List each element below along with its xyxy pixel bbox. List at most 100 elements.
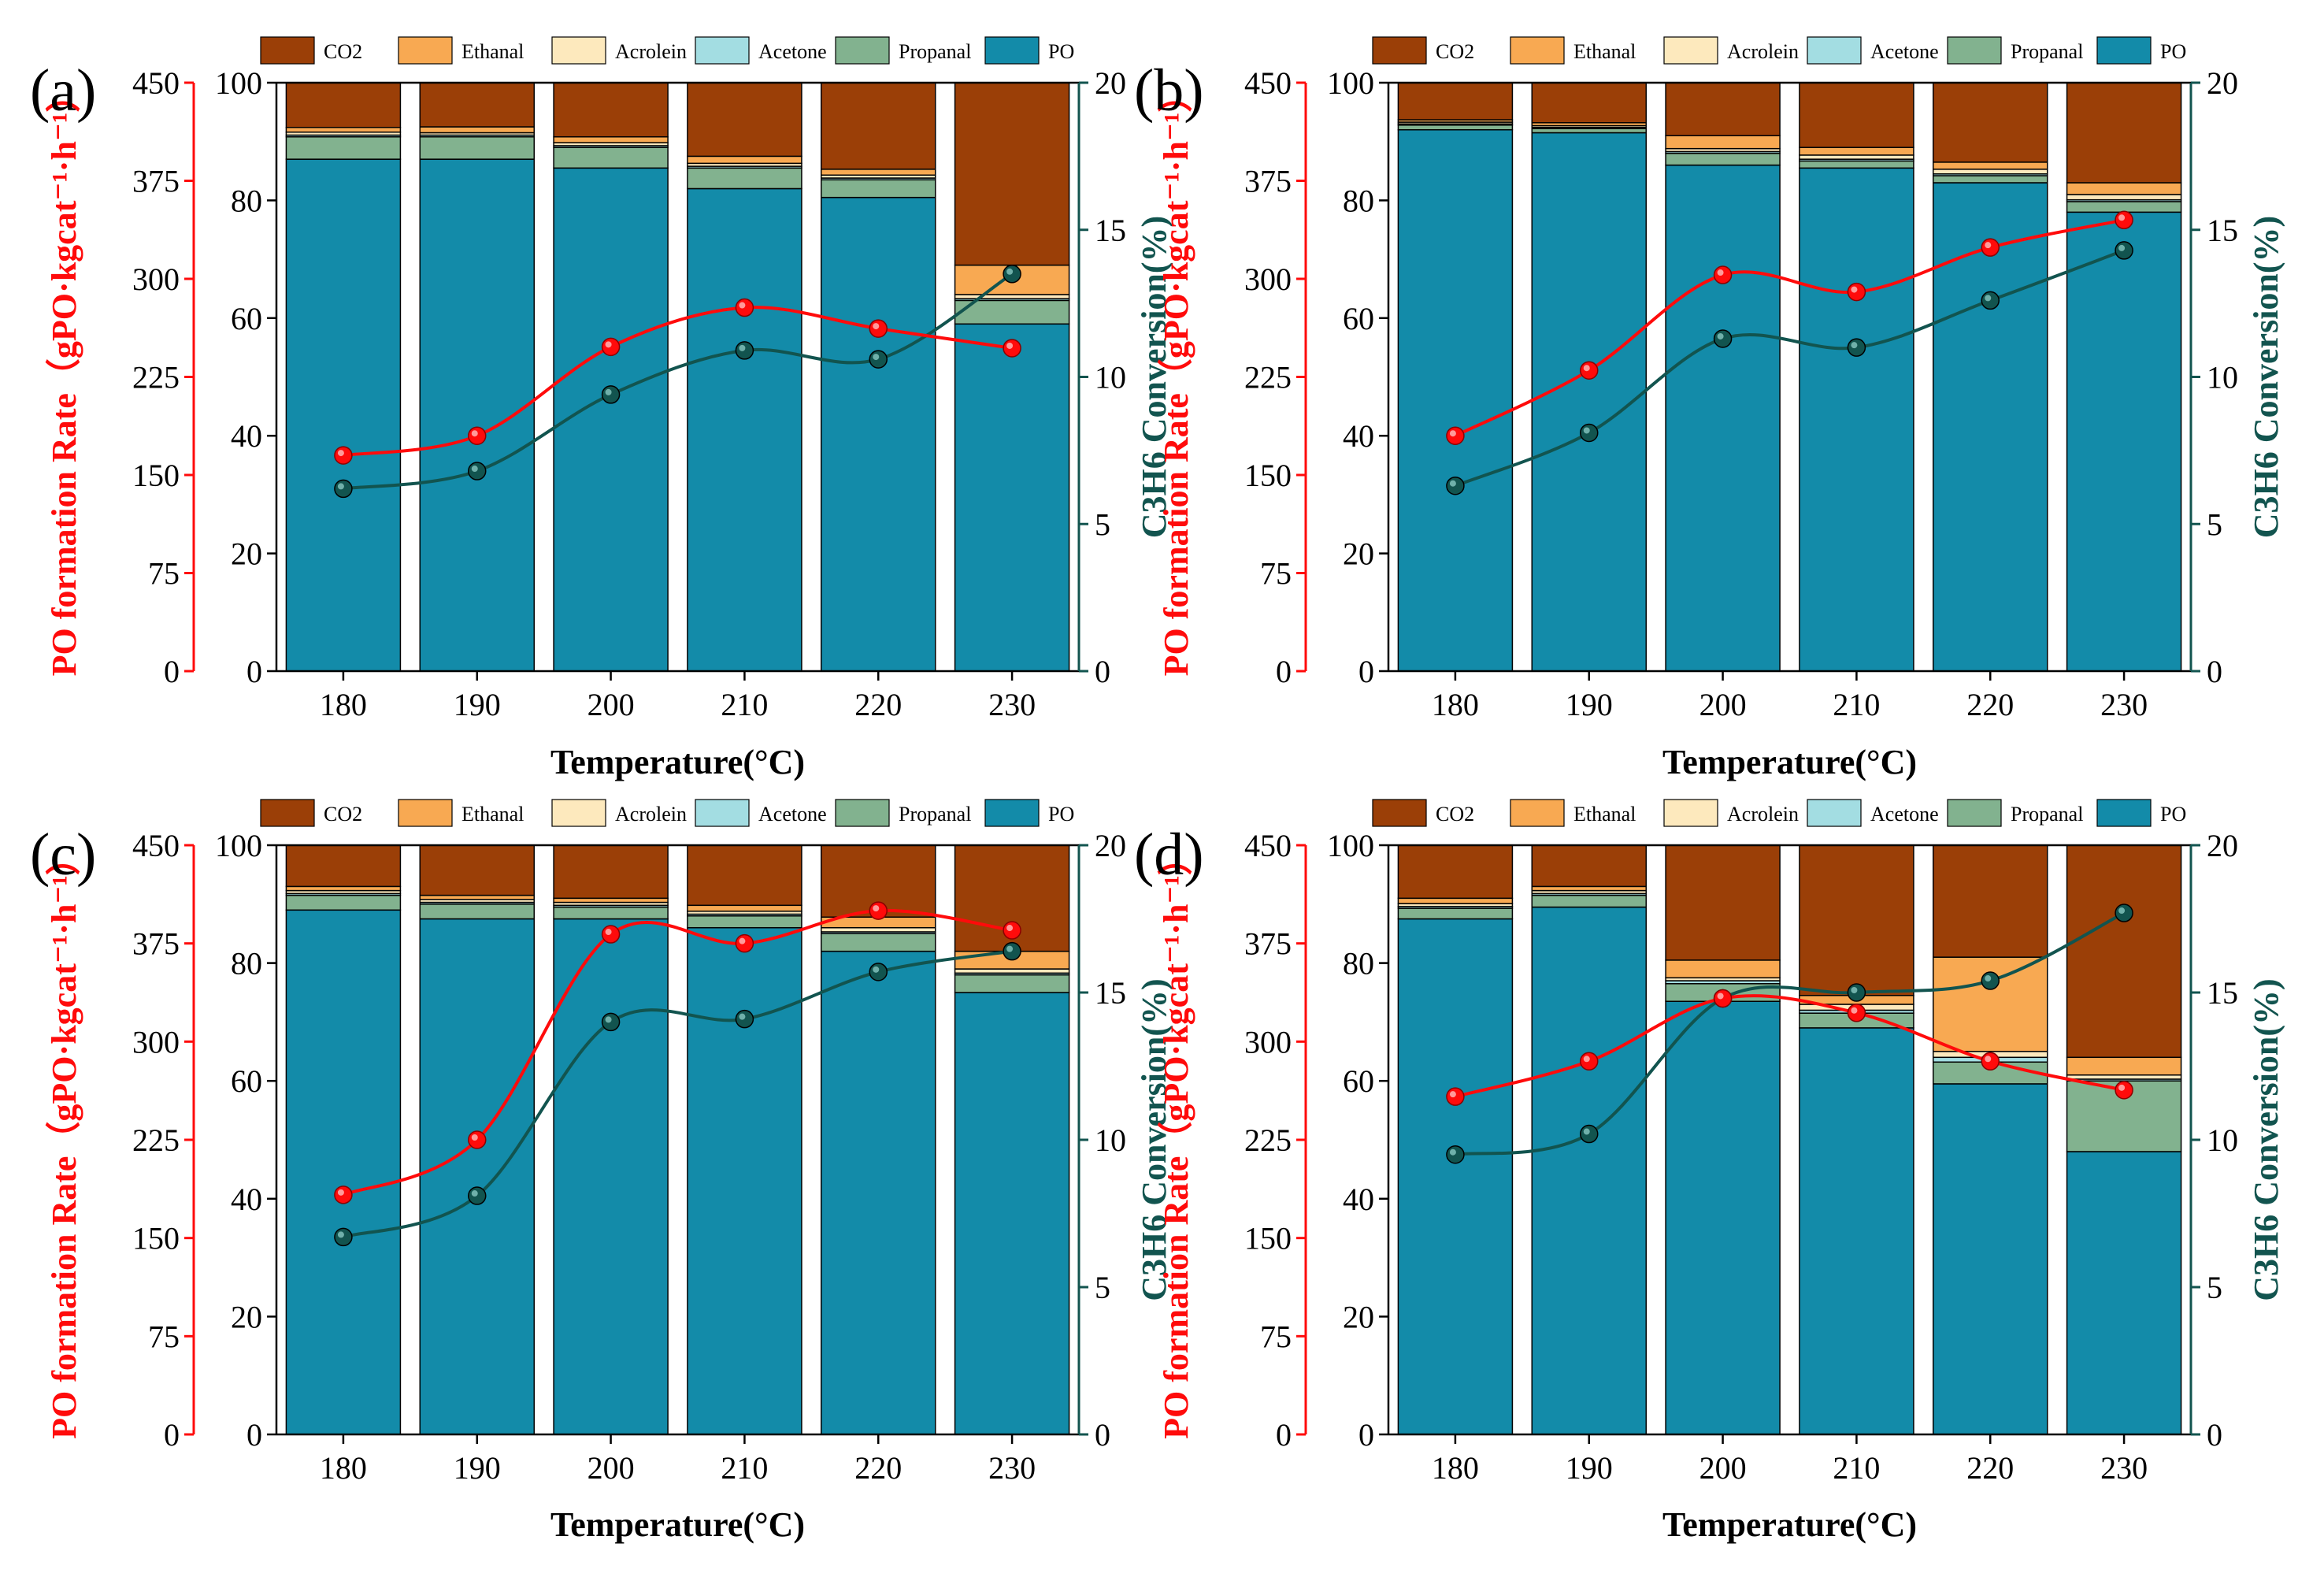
bar-co2-210 xyxy=(1799,82,1914,148)
conversion-point-highlight xyxy=(471,466,478,473)
bar-po-230 xyxy=(2066,211,2182,672)
legend-label-po: PO xyxy=(1048,40,1074,63)
bar-ethanal-190 xyxy=(1531,885,1647,892)
conversion-tick-label: 0 xyxy=(2207,654,2222,689)
legend-swatch-co2 xyxy=(260,799,315,827)
y-tick-label: 60 xyxy=(1343,1063,1374,1099)
bar-ethanal-230 xyxy=(2066,1056,2182,1076)
bar-co2-180 xyxy=(1397,82,1514,121)
legend-label-acetone: Acetone xyxy=(1870,803,1939,826)
rate-line xyxy=(343,306,1013,458)
y-tick-label: 80 xyxy=(1343,946,1374,981)
rate-tick-label: 75 xyxy=(148,556,180,592)
bar-acrolein-230 xyxy=(2066,194,2182,201)
legend-swatch-po xyxy=(2096,799,2152,827)
x-tick-label: 180 xyxy=(1432,1450,1479,1486)
legend-label-propanal: Propanal xyxy=(899,40,971,63)
x-tick-label: 200 xyxy=(1699,1450,1747,1486)
conversion-point-190 xyxy=(468,462,487,481)
stacked-bars xyxy=(285,844,1070,1435)
rate-point-highlight xyxy=(739,937,746,944)
conversion-point-230 xyxy=(1003,941,1021,961)
rate-point-highlight xyxy=(337,1189,344,1196)
y-tick-label: 40 xyxy=(231,418,262,454)
conversion-point-highlight xyxy=(471,1190,478,1197)
conversion-tick-label: 15 xyxy=(1095,213,1126,248)
conversion-point-220 xyxy=(1981,291,2000,310)
bar-po-210 xyxy=(687,187,802,672)
conversion-point-highlight xyxy=(1985,295,1992,302)
stacked-bars xyxy=(1397,844,2182,1435)
bar-po-180 xyxy=(285,909,402,1435)
bar-ethanal-200 xyxy=(553,135,669,143)
x-tick-label: 230 xyxy=(2100,687,2148,722)
rate-point-190 xyxy=(1580,1052,1599,1071)
x-axis-title: Temperature(°C) xyxy=(550,743,805,781)
legend-swatch-acetone xyxy=(1807,799,1862,827)
panel-a: 180 190 200 210 220 230Temperature(°C)0204060… xyxy=(30,36,1173,781)
bar-propanal-180 xyxy=(1397,907,1514,920)
conversion-point-210 xyxy=(1847,983,1866,1002)
conversion-point-highlight xyxy=(739,344,746,351)
y-tick-label: 60 xyxy=(1343,301,1374,336)
rate-axis-title: PO formation Rate（gPO·kgcat⁻¹·h⁻¹） xyxy=(45,78,83,677)
bar-propanal-200 xyxy=(1665,152,1781,166)
y-tick-label: 80 xyxy=(231,946,262,981)
y-tick-label: 20 xyxy=(231,1299,262,1334)
rate-point-200 xyxy=(1713,265,1733,284)
rate-tick-label: 375 xyxy=(132,164,180,199)
rate-axis-unit: （gPO·kgcat⁻¹·h⁻¹） xyxy=(1157,78,1195,393)
rate-point-highlight xyxy=(1006,925,1014,932)
y-tick-label: 100 xyxy=(215,828,262,863)
legend-label-ethanal: Ethanal xyxy=(1573,40,1636,63)
conversion-point-220 xyxy=(1981,971,2000,990)
bar-co2-220 xyxy=(1933,82,2048,163)
conversion-tick-label: 20 xyxy=(2207,65,2238,101)
bar-po-230 xyxy=(954,992,1070,1435)
rate-axis-unit: （gPO·kgcat⁻¹·h⁻¹） xyxy=(45,78,83,393)
x-tick-label: 220 xyxy=(1966,687,2014,722)
rate-tick-label: 300 xyxy=(132,262,180,297)
rate-tick-label: 150 xyxy=(132,1221,180,1256)
conversion-tick-label: 10 xyxy=(2207,360,2238,395)
conversion-point-180 xyxy=(1446,476,1465,495)
bar-propanal-210 xyxy=(687,915,802,929)
bar-ethanal-230 xyxy=(2066,182,2182,195)
legend-label-acrolein: Acrolein xyxy=(1727,803,1799,826)
conversion-point-highlight xyxy=(1006,945,1014,952)
rate-point-230 xyxy=(1003,339,1021,358)
rate-axis-title-text: PO formation Rate xyxy=(45,393,83,676)
x-tick-label: 230 xyxy=(988,687,1036,722)
rate-point-210 xyxy=(735,933,754,953)
x-tick-label: 200 xyxy=(587,1450,635,1486)
conversion-point-highlight xyxy=(1449,1148,1456,1156)
bar-co2-230 xyxy=(2066,844,2182,1059)
bar-propanal-220 xyxy=(821,933,936,952)
rate-point-highlight xyxy=(1583,1056,1590,1063)
rate-point-highlight xyxy=(1851,286,1858,293)
bar-propanal-190 xyxy=(1531,894,1647,908)
rate-point-highlight xyxy=(1985,242,1992,249)
legend: CO2 Ethanal Acrolein Acetone Propanal PO xyxy=(1372,36,2186,65)
conversion-point-highlight xyxy=(337,483,344,490)
conversion-point-highlight xyxy=(1449,480,1456,487)
bar-ethanal-200 xyxy=(1665,959,1781,979)
panel-label: (b) xyxy=(1134,58,1204,124)
rate-tick-label: 450 xyxy=(1244,65,1292,101)
conversion-point-190 xyxy=(1580,423,1599,443)
conversion-point-200 xyxy=(1713,329,1733,348)
bar-propanal-190 xyxy=(419,135,535,160)
conversion-axis-title: C3H6 Conversion(%) xyxy=(1135,978,1173,1301)
conversion-tick-label: 20 xyxy=(2207,828,2238,863)
x-tick-label: 200 xyxy=(1699,687,1747,722)
rate-point-highlight xyxy=(471,1134,478,1141)
y-tick-label: 80 xyxy=(1343,183,1374,218)
conversion-point-230 xyxy=(2115,904,2133,922)
bar-po-230 xyxy=(954,323,1070,672)
legend-label-acetone: Acetone xyxy=(1870,40,1939,63)
rate-tick-label: 375 xyxy=(1244,164,1292,199)
legend: CO2 Ethanal Acrolein Acetone Propanal PO xyxy=(260,36,1074,65)
rate-tick-label: 375 xyxy=(1244,926,1292,962)
bar-co2-200 xyxy=(553,82,669,138)
